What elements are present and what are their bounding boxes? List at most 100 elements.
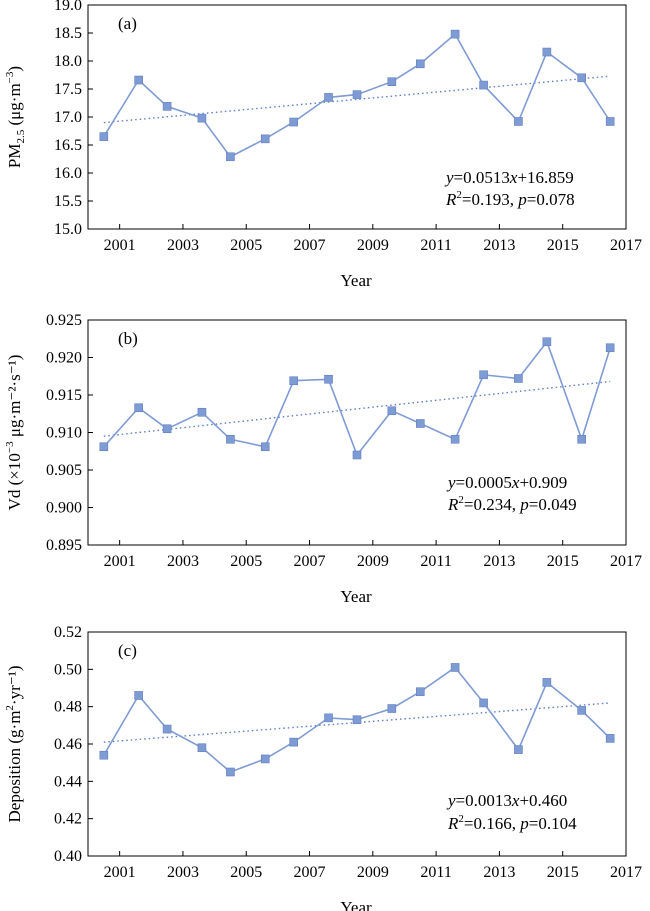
- y-tick-label: 0.900: [46, 500, 82, 517]
- trend-line: [103, 702, 611, 743]
- y-tick-label: 0.905: [46, 462, 82, 479]
- y-axis-title: PM2.5 (μg·m−3): [4, 66, 27, 168]
- eq-p: p: [519, 495, 529, 514]
- y-tick-label: 18.5: [54, 25, 82, 42]
- y-axis-title-sub: 2.5: [15, 129, 27, 143]
- data-point: [514, 374, 523, 383]
- y-axis-title-end: ·yr⁻¹): [5, 666, 24, 706]
- y-tick-label: 0.44: [54, 773, 82, 790]
- y-tick-label: 0.48: [54, 699, 82, 716]
- data-point: [352, 90, 362, 99]
- eq-p-value: =0.104: [529, 814, 577, 833]
- data-point: [479, 80, 488, 90]
- x-tick-label: 2007: [294, 553, 326, 570]
- data-point: [387, 77, 397, 87]
- eq-x: x: [511, 473, 520, 492]
- x-tick-label: 2009: [357, 864, 389, 881]
- y-tick-label: 0.895: [46, 537, 82, 554]
- eq-p: p: [517, 190, 527, 209]
- eq-r-sup: 2: [458, 494, 464, 506]
- panel-a: 15.0 15.5 16.0 16.5 17.0 17.5 18.0 18.5 19.0 2001…: [4, 0, 642, 290]
- data-point: [514, 117, 523, 126]
- data-point: [134, 75, 143, 85]
- data-point: [134, 403, 143, 413]
- x-tick-label: 2005: [230, 864, 262, 881]
- data-point: [324, 713, 333, 723]
- y-tick-label: 15.5: [54, 193, 82, 210]
- data-point: [134, 691, 143, 700]
- y-tick-label: 16.0: [54, 165, 82, 182]
- eq-r-sup: 2: [456, 189, 462, 201]
- data-point: [289, 117, 299, 127]
- data-point: [289, 376, 299, 386]
- y-tick-label: 0.910: [46, 425, 82, 442]
- x-tick-label: 2015: [547, 553, 579, 570]
- data-point: [605, 734, 615, 743]
- eq-r: R: [447, 814, 459, 833]
- y-axis-title-sup: −3: [4, 441, 16, 453]
- x-tick-label: 2013: [483, 237, 515, 254]
- data-point: [415, 59, 425, 69]
- eq-r-value: =0.193,: [462, 190, 518, 209]
- regression-stats: R2=0.234, p=0.049: [447, 494, 577, 514]
- data-point: [99, 442, 109, 452]
- data-point: [226, 434, 235, 444]
- data-point: [352, 450, 362, 460]
- y-axis-title-rest: (μg·m: [5, 83, 24, 129]
- y-tick-label: 16.5: [54, 137, 82, 154]
- y-axis-title-end: ): [5, 66, 24, 72]
- y-tick-label: 18.0: [54, 53, 82, 70]
- y-axis-title: Vd (×10−3 μg·m⁻²·s⁻¹): [4, 355, 24, 511]
- x-tick-label: 2009: [357, 553, 389, 570]
- y-axis-title-end: μg·m⁻²·s⁻¹): [5, 355, 24, 442]
- data-point: [577, 706, 586, 715]
- y-tick-label: 19.0: [54, 0, 82, 14]
- x-axis-title: Year: [340, 271, 372, 290]
- data-point: [226, 767, 235, 777]
- data-point: [324, 374, 333, 384]
- y-tick-label: 0.920: [46, 350, 82, 367]
- eq-p-value: =0.078: [527, 190, 575, 209]
- y-tick-label: 0.40: [54, 848, 82, 865]
- data-point: [197, 407, 207, 417]
- eq-p-value: =0.049: [529, 495, 577, 514]
- eq-y: y: [446, 791, 456, 810]
- eq-r-value: =0.166,: [464, 814, 520, 833]
- eq-y: y: [444, 168, 454, 187]
- data-point: [99, 750, 109, 760]
- data-point: [542, 47, 552, 57]
- y-tick-label: 0.42: [54, 811, 82, 828]
- y-tick-label: 17.5: [54, 81, 82, 98]
- trend-line: [103, 75, 611, 124]
- regression-equation: y=0.0013x+0.460: [446, 791, 567, 810]
- eq-coef: =0.0013: [456, 791, 512, 810]
- data-point: [450, 434, 460, 444]
- y-tick-label: 0.52: [54, 624, 82, 641]
- data-point: [99, 132, 109, 141]
- x-tick-label: 2011: [420, 864, 451, 881]
- x-tick-label: 2017: [610, 553, 642, 570]
- data-point: [162, 102, 172, 111]
- data-point: [542, 678, 552, 687]
- y-tick-label: 0.925: [46, 312, 82, 329]
- eq-coef: =0.0005: [456, 473, 512, 492]
- data-point: [415, 419, 425, 428]
- data-point: [605, 343, 615, 353]
- panel-label: (c): [118, 641, 137, 660]
- y-tick-label: 0.50: [54, 661, 82, 678]
- data-point: [226, 152, 235, 162]
- eq-p: p: [519, 814, 529, 833]
- x-tick-label: 2013: [483, 553, 515, 570]
- eq-intercept: +0.909: [519, 473, 567, 492]
- y-tick-label: 0.46: [54, 736, 82, 753]
- data-point: [260, 134, 270, 144]
- panel-label: (a): [118, 14, 137, 33]
- data-point: [324, 93, 333, 102]
- x-tick-label: 2009: [357, 237, 389, 254]
- data-point: [387, 704, 397, 713]
- data-point: [479, 370, 488, 380]
- data-point: [197, 743, 207, 753]
- data-point: [542, 337, 552, 347]
- eq-intercept: +0.460: [519, 791, 567, 810]
